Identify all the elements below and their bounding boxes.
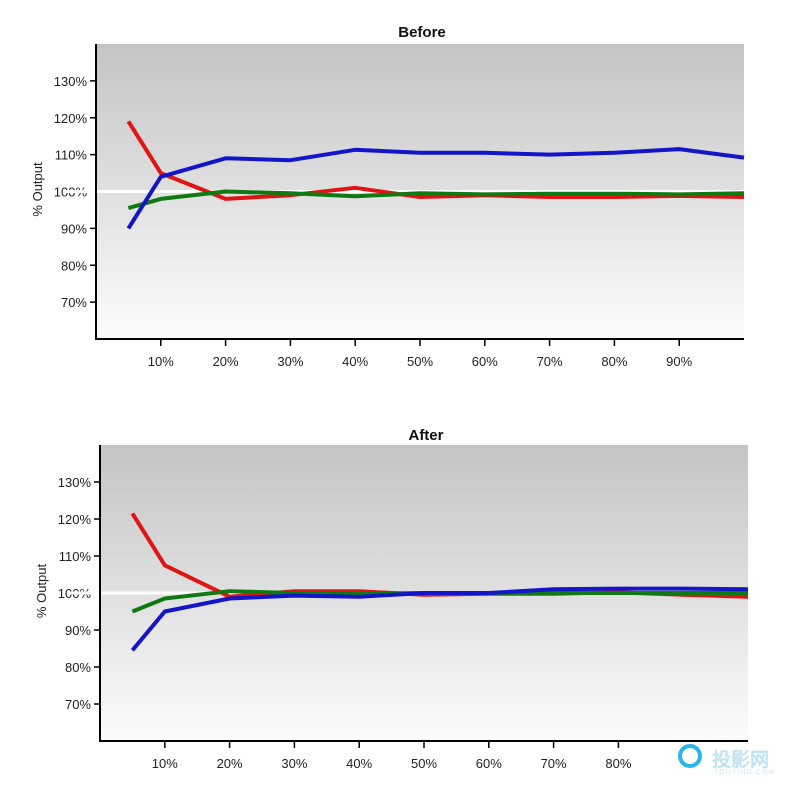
watermark-subtext: TOUYING.COM	[714, 769, 776, 776]
y-tick-label: 120%	[58, 512, 92, 527]
chart-title: Before	[398, 24, 446, 41]
y-tick-label: 130%	[54, 74, 88, 89]
x-tick-label: 40%	[346, 756, 372, 771]
chart-title: After	[408, 427, 443, 444]
series-line-2	[127, 189, 745, 211]
x-tick-label: 60%	[472, 354, 498, 369]
x-tick-label: 50%	[407, 354, 433, 369]
x-tick-label: 10%	[152, 756, 178, 771]
x-tick-label: 70%	[541, 756, 567, 771]
y-tick-label: 110%	[59, 549, 92, 564]
y-tick-label: 90%	[61, 221, 87, 236]
ring-logo-icon	[678, 744, 702, 768]
watermark-text: 投影网	[712, 750, 770, 771]
chart-before: Before% Output70%80%90%100%110%120%130%1…	[30, 24, 745, 369]
x-tick-label: 10%	[148, 354, 174, 369]
x-tick-label: 80%	[605, 756, 631, 771]
y-axis-label: % Output	[30, 162, 45, 217]
y-tick-label: 130%	[58, 475, 92, 490]
y-tick-label: 70%	[61, 295, 87, 310]
x-tick-label: 80%	[601, 354, 627, 369]
x-tick-label: 40%	[342, 354, 368, 369]
watermark-logo: 投影网 TOUYING.COM	[676, 742, 800, 782]
x-tick-label: 60%	[476, 756, 502, 771]
x-tick-label: 70%	[537, 354, 563, 369]
series-line-3	[126, 147, 745, 230]
x-tick-label: 90%	[666, 354, 692, 369]
series-line-3	[130, 586, 749, 652]
chart-after: After% Output70%80%90%100%110%120%130%10…	[34, 427, 749, 771]
y-tick-label: 80%	[65, 660, 91, 675]
x-tick-label: 20%	[213, 354, 239, 369]
x-tick-label: 30%	[281, 756, 307, 771]
y-tick-label: 110%	[55, 148, 88, 163]
x-tick-label: 30%	[277, 354, 303, 369]
y-tick-label: 80%	[61, 258, 87, 273]
y-tick-label: 70%	[65, 697, 91, 712]
y-tick-label: 120%	[54, 111, 88, 126]
y-tick-label: 90%	[65, 623, 91, 638]
x-tick-label: 50%	[411, 756, 437, 771]
series-line-1	[126, 120, 745, 201]
x-tick-label: 20%	[217, 756, 243, 771]
y-axis-label: % Output	[34, 564, 49, 619]
